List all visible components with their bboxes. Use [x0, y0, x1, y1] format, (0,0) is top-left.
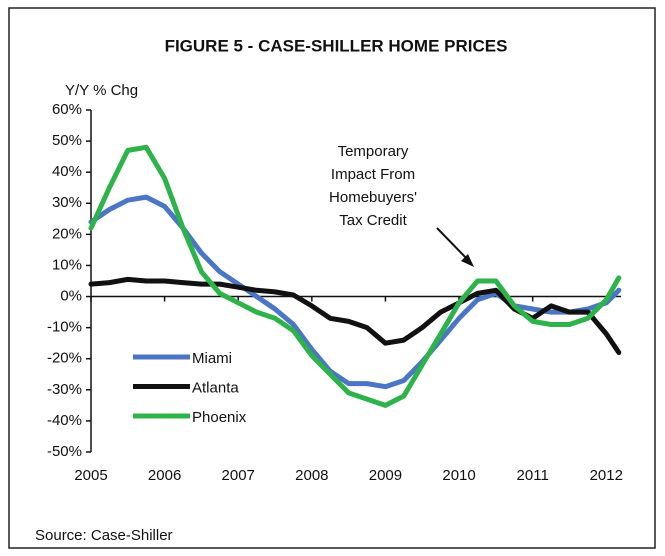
y-tick-label: 20% [52, 225, 82, 242]
y-tick-label: 60% [52, 101, 82, 118]
x-tick-label: 2007 [222, 467, 255, 484]
x-tick-label: 2011 [517, 467, 549, 484]
x-tick-label: 2008 [295, 467, 328, 484]
arrow-head [461, 254, 474, 267]
series-line [88, 144, 622, 408]
x-tick-label: 2005 [74, 467, 107, 484]
frame [8, 7, 656, 549]
y-tick-label: -50% [47, 443, 82, 460]
y-tick-label: 10% [52, 256, 82, 273]
y-tick-label: 40% [52, 163, 82, 180]
x-tick-label: 2010 [442, 467, 475, 484]
y-axis-label: Y/Y % Chg [65, 82, 138, 99]
x-tick-label: 2006 [148, 467, 181, 484]
legend-label: Miami [192, 350, 232, 367]
annotation: Temporary Impact From Homebuyers' Tax Cr… [329, 143, 474, 267]
legend-label: Phoenix [192, 409, 247, 426]
y-tick-label: 30% [52, 194, 82, 211]
annotation-line: Tax Credit [339, 212, 407, 229]
y-tick-label: -20% [47, 350, 82, 367]
arrow [436, 227, 471, 263]
source: Source: Case-Shiller [35, 527, 173, 544]
chart-title: FIGURE 5 - CASE-SHILLER HOME PRICES [165, 36, 508, 55]
series-line [88, 276, 622, 355]
legend-label: Atlanta [192, 379, 239, 396]
annotation-line: Impact From [331, 166, 415, 183]
x-tick-label: 2012 [590, 467, 623, 484]
y-tick-label: 50% [52, 132, 82, 149]
x-tick-label: 2009 [369, 467, 402, 484]
y-tick-label: -10% [47, 319, 82, 336]
annotation-line: Homebuyers' [329, 189, 417, 206]
y-tick-label: -30% [47, 381, 82, 398]
annotation-line: Temporary [338, 143, 409, 160]
y-tick-label: -40% [47, 412, 82, 429]
y-tick-label: 0% [60, 288, 82, 305]
